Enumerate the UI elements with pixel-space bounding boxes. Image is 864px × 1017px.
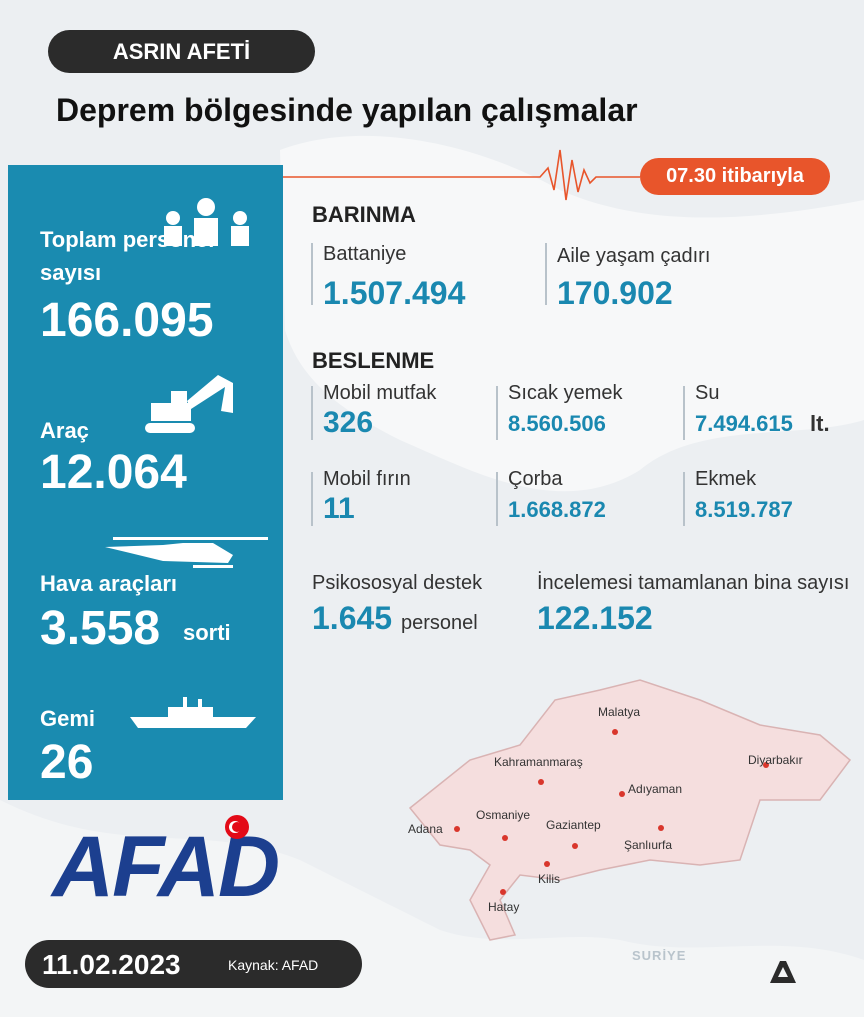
excavator-icon — [145, 375, 233, 433]
item-label: Mobil fırın — [323, 468, 411, 490]
stat-value: 3.558 — [40, 602, 161, 655]
tag: ASRIN AFETİ — [112, 39, 251, 64]
city-label: Kilis — [538, 872, 561, 886]
item-unit: lt. — [810, 411, 830, 436]
sea — [280, 135, 864, 492]
item-label: Psikososyal destek — [312, 572, 483, 594]
separator — [311, 243, 313, 305]
item-label: Ekmek — [695, 468, 757, 490]
section-title: BESLENME — [312, 348, 435, 373]
stat-value: 166.095 — [40, 294, 214, 347]
city-label: Gaziantep — [546, 818, 601, 832]
item-value: 8.519.787 — [695, 497, 793, 522]
item-value: 1.507.494 — [323, 275, 466, 311]
item-label: Su — [695, 382, 720, 404]
city-label: Adana — [408, 822, 443, 836]
city-dot — [619, 791, 625, 797]
separator — [496, 472, 498, 526]
city-label: Diyarbakır — [748, 753, 803, 767]
sidebar: Toplam personel sayısı 166.095 Araç 12.0… — [8, 165, 283, 800]
stat-label: Araç — [40, 418, 89, 443]
city-dot — [544, 861, 550, 867]
ship-icon — [130, 697, 256, 728]
section-title: BARINMA — [312, 202, 416, 227]
time-pill: 07.30 itibarıyla — [640, 158, 830, 195]
item-value: 122.152 — [537, 600, 653, 636]
separator — [545, 243, 547, 305]
workers-icon — [164, 198, 249, 246]
separator — [311, 386, 313, 440]
item-label: Battaniye — [323, 243, 407, 265]
stat-value: 12.064 — [40, 446, 187, 499]
city-dot — [538, 779, 544, 785]
city-dot — [572, 843, 578, 849]
item-value: 11 — [323, 492, 355, 525]
source: Kaynak: AFAD — [228, 957, 319, 973]
city-dot — [454, 826, 460, 832]
city-dot — [612, 729, 618, 735]
city-label: Şanlıurfa — [624, 838, 673, 852]
item-label: Çorba — [508, 468, 563, 490]
item-value: 170.902 — [557, 275, 673, 311]
separator — [683, 472, 685, 526]
affected-region — [408, 679, 852, 941]
stat-label: Toplam personel sayısı — [40, 227, 215, 285]
city-dot — [502, 835, 508, 841]
city-label: Adıyaman — [628, 782, 683, 796]
city-dot — [763, 762, 769, 768]
separator — [311, 472, 313, 526]
city-label: Hatay — [488, 900, 520, 914]
aa-logo — [770, 961, 796, 983]
item-label: Sıcak yemek — [508, 382, 623, 404]
item-value: 8.560.506 — [508, 411, 606, 436]
city-label: Osmaniye — [476, 808, 531, 822]
item-value: 326 — [323, 406, 374, 439]
item-value: 1.645 — [312, 600, 393, 636]
date: 11.02.2023 — [42, 949, 181, 980]
seismic-line — [283, 149, 640, 201]
stat-unit: sorti — [183, 620, 231, 645]
stat-value: 26 — [40, 736, 94, 789]
item-label: Mobil mutfak — [323, 382, 437, 404]
item-label: Aile yaşam çadırı — [557, 245, 711, 267]
stat-label: Gemi — [40, 706, 96, 731]
city-dot — [658, 825, 664, 831]
city-label: Malatya — [598, 705, 641, 719]
title: Deprem bölgesinde yapılan çalışmalar — [56, 92, 638, 128]
separator — [683, 386, 685, 440]
country-label: SURİYE — [632, 948, 687, 963]
helicopter-icon — [105, 537, 268, 568]
stat-label: Hava araçları — [40, 571, 177, 596]
city-label: Kahramanmaraş — [494, 755, 583, 769]
item-value: 7.494.615 — [695, 411, 793, 436]
footer-pill — [25, 940, 362, 988]
separator — [496, 386, 498, 440]
item-label: İncelemesi tamamlanan bina sayısı — [537, 572, 850, 594]
tag-pill — [48, 30, 315, 73]
item-unit: personel — [401, 612, 478, 634]
item-value: 1.668.872 — [508, 497, 606, 522]
flag-icon — [225, 815, 249, 839]
city-dot — [500, 889, 506, 895]
